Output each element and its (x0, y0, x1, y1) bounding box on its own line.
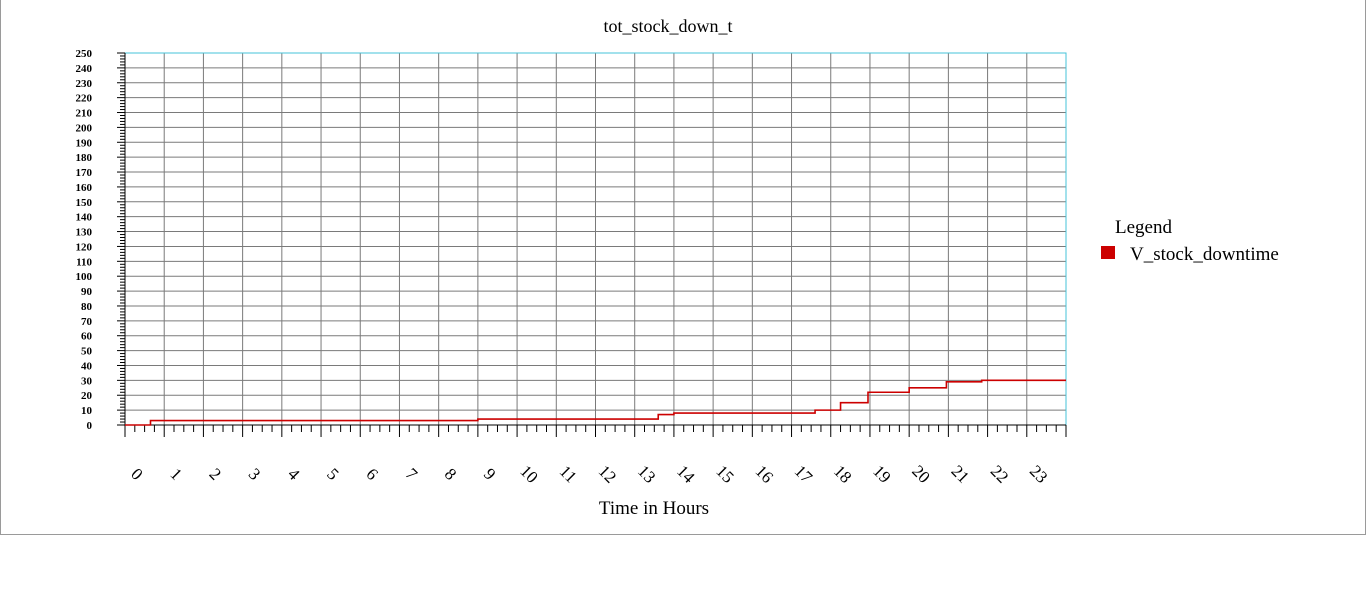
legend: Legend V_stock_downtime (1101, 217, 1279, 265)
y-tick-label: 30 (81, 375, 93, 387)
x-tick-label: 7 (402, 464, 422, 484)
x-tick-label: 10 (516, 461, 541, 486)
legend-swatch (1101, 246, 1115, 259)
legend-title: Legend (1115, 217, 1172, 238)
x-tick-label: 23 (1026, 461, 1051, 486)
x-axis: 0 1 2 3 4 5 6 7 8 9 10 11 12 13 14 15 16 17 18 19 20 21 22 23 (124, 424, 1067, 487)
x-tick-label: 14 (673, 461, 699, 487)
x-tick-label: 17 (791, 461, 817, 487)
series-layer (125, 379, 1066, 426)
y-tick-label: 70 (81, 316, 93, 328)
x-tick-label: 16 (751, 461, 776, 486)
y-tick-label: 10 (81, 405, 93, 417)
y-tick-label: 170 (76, 167, 93, 179)
x-tick-label: 8 (441, 464, 460, 483)
x-tick-label: 15 (712, 461, 737, 486)
y-tick-label: 20 (81, 390, 93, 402)
x-tick-label: 6 (362, 464, 381, 483)
y-tick-label: 60 (81, 331, 93, 343)
y-tick-label: 230 (76, 78, 93, 90)
y-tick-label: 190 (76, 137, 93, 149)
y-tick-label: 90 (81, 286, 93, 298)
y-tick-label: 0 (87, 420, 93, 432)
y-tick-label: 50 (81, 346, 93, 358)
y-tick-label: 120 (76, 241, 93, 253)
x-tick-label: 20 (908, 461, 933, 486)
x-tick-label: 2 (206, 464, 225, 483)
y-tick-label: 130 (76, 227, 93, 239)
y-tick-label: 40 (81, 360, 93, 372)
x-tick-label: 13 (634, 461, 659, 486)
x-tick-label: 22 (987, 461, 1012, 486)
y-tick-label: 240 (76, 63, 93, 75)
y-axis: 0 10 20 30 40 50 60 70 80 90 100 110 120 130 140 150 160… (76, 48, 126, 432)
x-tick-label: 4 (284, 464, 304, 484)
y-tick-label: 220 (76, 93, 93, 105)
y-tick-label: 110 (76, 256, 92, 268)
x-tick-label: 12 (595, 461, 620, 486)
y-tick-label: 180 (76, 152, 93, 164)
x-tick-label: 5 (323, 464, 342, 483)
y-tick-label: 80 (81, 301, 93, 313)
legend-label: V_stock_downtime (1130, 244, 1279, 265)
x-tick-label: 9 (480, 464, 499, 483)
chart-title: tot_stock_down_t (604, 16, 733, 36)
x-tick-label: 3 (245, 464, 264, 483)
y-tick-label: 250 (76, 48, 93, 60)
x-tick-label: 19 (869, 461, 894, 486)
grid (124, 52, 1067, 426)
x-tick-label: 11 (556, 462, 581, 487)
x-tick-label: 0 (127, 464, 146, 483)
y-tick-label: 150 (76, 197, 93, 209)
y-tick-label: 160 (76, 182, 93, 194)
x-tick-label: 21 (948, 461, 973, 486)
y-tick-label: 210 (76, 108, 93, 120)
x-axis-title: Time in Hours (599, 498, 709, 519)
series-line-v-stock-downtime (125, 379, 1066, 426)
x-tick-label: 1 (166, 464, 185, 483)
y-tick-label: 200 (76, 122, 93, 134)
y-tick-label: 100 (76, 271, 93, 283)
x-tick-label: 18 (830, 461, 855, 486)
y-tick-label: 140 (76, 212, 93, 224)
